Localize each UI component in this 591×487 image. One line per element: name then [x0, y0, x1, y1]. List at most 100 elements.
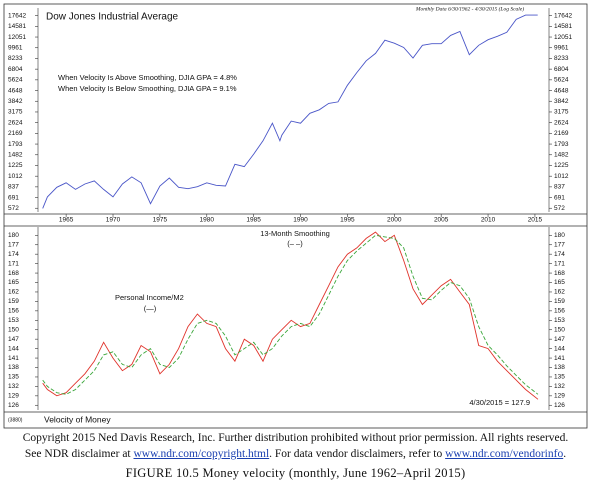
x-tick-label: 2005: [434, 217, 449, 224]
y-tick-label: 165: [554, 279, 565, 286]
y-tick-label: 17642: [554, 12, 572, 19]
y-tick-label: 132: [8, 383, 19, 390]
y-tick-label: 150: [8, 326, 19, 333]
x-tick-label: 2010: [481, 217, 496, 224]
annotation: When Velocity Is Above Smoothing, DJIA G…: [58, 73, 237, 82]
x-tick-label: 1965: [59, 217, 74, 224]
y-tick-label: 126: [8, 402, 19, 409]
y-tick-label: 1793: [554, 141, 569, 148]
y-tick-label: 156: [8, 308, 19, 315]
y-tick-label: 168: [8, 270, 19, 277]
x-tick-label: 2015: [528, 217, 543, 224]
y-tick-label: 8233: [554, 55, 569, 62]
y-tick-label: 129: [554, 393, 565, 400]
y-tick-label: 6804: [554, 66, 569, 73]
y-tick-label: 153: [8, 317, 19, 324]
annotation: Personal Income/M2: [115, 293, 184, 302]
y-tick-label: 174: [554, 251, 565, 258]
y-tick-label: 2624: [554, 119, 569, 126]
y-tick-label: 144: [554, 345, 565, 352]
y-tick-label: 180: [554, 232, 565, 239]
link[interactable]: www.ndr.com/copyright.html: [133, 448, 270, 460]
x-tick-label: 1995: [340, 217, 355, 224]
series-line: [42, 14, 538, 209]
y-tick-label: 165: [8, 279, 19, 286]
y-tick-label: 14581: [554, 23, 572, 30]
y-tick-label: 171: [554, 260, 565, 267]
y-tick-label: 9961: [554, 44, 569, 51]
x-tick-label: 1985: [246, 217, 261, 224]
y-tick-label: 168: [554, 270, 565, 277]
y-tick-label: 132: [554, 383, 565, 390]
y-tick-label: 180: [8, 232, 19, 239]
y-tick-label: 138: [8, 364, 19, 371]
y-tick-label: 14581: [8, 23, 26, 30]
copyright: Copyright 2015 Ned Davis Research, Inc. …: [22, 432, 569, 444]
y-tick-label: 8233: [8, 55, 23, 62]
annotation: (– –): [287, 239, 303, 248]
y-tick-label: 12051: [8, 34, 26, 41]
y-tick-label: 1793: [8, 141, 23, 148]
series-line: [42, 231, 539, 400]
frame: [3, 3, 588, 429]
x-tick-label: 1980: [200, 217, 215, 224]
y-tick-label: 572: [554, 205, 565, 212]
x-tick-label: 1975: [153, 217, 168, 224]
y-tick-label: 159: [554, 298, 565, 305]
y-tick-label: 135: [554, 374, 565, 381]
disclaimer: See NDR disclaimer at www.ndr.com/copyri…: [0, 448, 591, 460]
y-tick-label: 572: [8, 205, 19, 212]
y-tick-label: 171: [8, 260, 19, 267]
y-tick-label: 141: [8, 355, 19, 362]
y-tick-label: 837: [8, 184, 19, 191]
y-tick-label: 691: [8, 194, 19, 201]
chart: 572 572 691 691 837 837 1012 1012 1225 1225 1482 14…: [3, 3, 588, 429]
y-tick-label: 129: [8, 393, 19, 400]
x-tick-label: 1990: [293, 217, 308, 224]
y-tick-label: 1012: [554, 173, 569, 180]
y-tick-label: 3842: [8, 98, 23, 105]
annotation: 13-Month Smoothing: [260, 229, 330, 238]
y-tick-label: 162: [554, 289, 565, 296]
y-tick-label: 17642: [8, 12, 26, 19]
y-tick-label: 153: [554, 317, 565, 324]
y-tick-label: 2169: [8, 130, 23, 137]
y-tick-label: 135: [8, 374, 19, 381]
y-tick-label: 3175: [554, 109, 569, 116]
y-tick-label: 156: [554, 308, 565, 315]
text: See NDR disclaimer at: [24, 448, 134, 460]
series-line: [42, 234, 539, 395]
y-tick-label: 147: [8, 336, 19, 343]
y-tick-label: 691: [554, 194, 565, 201]
text: . For data vendor disclaimers, refer to: [269, 448, 446, 460]
y-tick-label: 2169: [554, 130, 569, 137]
y-tick-label: 1225: [8, 162, 23, 169]
y-tick-label: 126: [554, 402, 565, 409]
y-tick-label: 162: [8, 289, 19, 296]
y-tick-label: 9961: [8, 44, 23, 51]
y-tick-label: 159: [8, 298, 19, 305]
y-tick-label: 4648: [8, 87, 23, 94]
y-tick-label: 3842: [554, 98, 569, 105]
y-tick-label: 6804: [8, 66, 23, 73]
y-tick-label: 1225: [554, 162, 569, 169]
y-tick-label: 3175: [8, 109, 23, 116]
y-tick-label: 2624: [8, 119, 23, 126]
y-tick-label: 177: [8, 241, 19, 248]
y-tick-label: 147: [554, 336, 565, 343]
y-tick-label: 1482: [8, 151, 23, 158]
link[interactable]: www.ndr.com/vendorinfo: [445, 448, 564, 460]
y-tick-label: 1012: [8, 173, 23, 180]
y-tick-label: 150: [554, 326, 565, 333]
y-tick-label: 174: [8, 251, 19, 258]
subtitle: Monthly Data 6/30/1962 - 4/30/2015 (Log …: [415, 5, 524, 12]
y-tick-label: 4648: [554, 87, 569, 94]
annotation: (—): [144, 304, 157, 313]
text: .: [563, 448, 567, 460]
x-tick-label: 1970: [106, 217, 121, 224]
y-tick-label: 177: [554, 241, 565, 248]
y-tick-label: 5624: [554, 77, 569, 84]
y-tick-label: 141: [554, 355, 565, 362]
annotation: When Velocity Is Below Smoothing, DJIA G…: [58, 84, 237, 93]
